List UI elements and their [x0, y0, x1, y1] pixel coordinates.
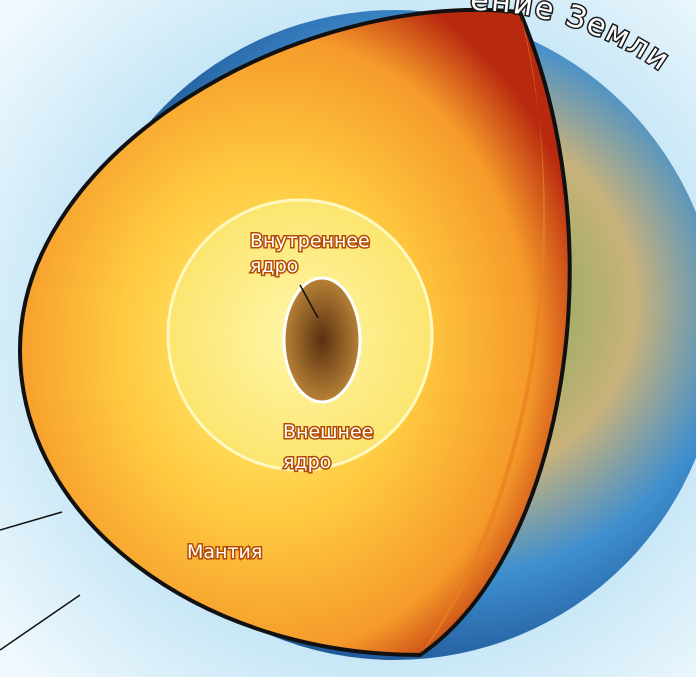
pointer — [0, 511, 63, 531]
pointer — [299, 284, 319, 319]
label: Внутреннее — [250, 230, 370, 252]
label: Мантия — [187, 541, 262, 563]
inner-core — [282, 276, 362, 404]
label: Внешнее — [283, 421, 373, 443]
pointer — [0, 594, 81, 651]
label: ядро — [250, 255, 298, 277]
label: ядро — [283, 451, 331, 473]
